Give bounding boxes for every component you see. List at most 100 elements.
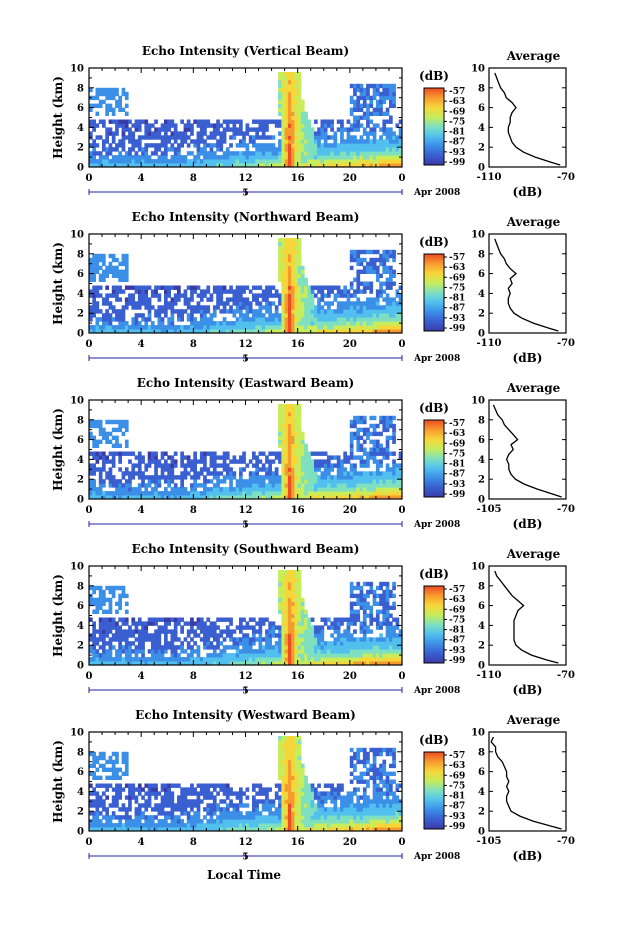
heatmap-cell — [248, 661, 253, 666]
heatmap-cell — [108, 107, 113, 112]
heatmap-cell — [111, 625, 116, 630]
heatmap-cell — [300, 99, 305, 105]
heatmap-cell — [170, 317, 175, 322]
heatmap-cell — [300, 487, 305, 492]
heatmap-cell — [193, 317, 197, 322]
heatmap-cell — [206, 641, 211, 646]
heatmap-cell — [232, 645, 237, 650]
heatmap-cell — [268, 657, 272, 662]
heatmap-cell — [297, 581, 302, 587]
heatmap-cell — [359, 305, 364, 310]
heatmap-cell — [186, 151, 191, 156]
heatmap-cell — [245, 131, 250, 136]
heatmap-cell — [291, 641, 295, 646]
heatmap-cell — [108, 637, 113, 642]
heatmap-cell — [216, 293, 220, 298]
heatmap-cell — [89, 313, 93, 318]
heatmap-cell — [98, 427, 103, 433]
heatmap-cell — [102, 601, 106, 606]
heatmap-cell — [157, 483, 162, 488]
heatmap-cell — [268, 325, 272, 330]
heatmap-cell — [261, 123, 266, 128]
heatmap-cell — [294, 601, 299, 606]
panel-0: Echo Intensity (Vertical Beam)0246810Hei… — [51, 44, 575, 199]
heatmap-cell — [294, 257, 299, 263]
heatmap-cell — [353, 629, 357, 634]
heatmap-cell — [359, 605, 364, 610]
heatmap-cell — [252, 495, 256, 500]
heatmap-cell — [297, 451, 302, 456]
heatmap-cell — [167, 147, 171, 152]
heatmap-cell — [209, 491, 214, 496]
heatmap-cell — [356, 159, 361, 164]
heatmap-cell — [186, 459, 191, 464]
colorbar-unit: (dB) — [419, 401, 449, 415]
heatmap-cell — [98, 589, 103, 595]
heatmap-cell — [157, 633, 162, 638]
heatmap-cell — [385, 487, 390, 492]
heatmap-cell — [320, 633, 325, 638]
heatmap-cell — [196, 617, 201, 622]
heatmap-cell — [317, 479, 321, 484]
heatmap-cell — [294, 479, 299, 484]
heatmap-cell — [294, 107, 299, 112]
heatmap-cell — [160, 329, 165, 334]
heatmap-cell — [300, 661, 305, 666]
heatmap-cell — [304, 495, 308, 500]
heatmap-cell — [317, 301, 321, 306]
heatmap-cell — [242, 657, 246, 662]
heatmap-cell — [375, 609, 380, 614]
heatmap-cell — [258, 645, 263, 650]
colorbar-tick-label: -87 — [449, 304, 465, 314]
heatmap-cell — [291, 135, 295, 140]
heatmap-cell — [304, 297, 308, 302]
heatmap-cell — [349, 601, 354, 606]
heatmap-cell — [281, 147, 286, 152]
heatmap-cell — [359, 325, 364, 330]
heatmap-cell — [346, 159, 351, 164]
heatmap-cell — [340, 471, 344, 476]
heatmap-cell — [177, 317, 181, 322]
heatmap-cell — [385, 313, 390, 318]
heatmap-cell — [362, 613, 367, 618]
heatmap-cell — [366, 637, 370, 642]
heatmap-cell — [291, 451, 295, 456]
x-tick-label: 4 — [138, 505, 145, 516]
heatmap-cell — [317, 641, 321, 646]
heatmap-cell — [235, 297, 240, 302]
heatmap-cell — [294, 79, 299, 85]
heatmap-cell — [212, 495, 217, 500]
heatmap-cell — [150, 649, 155, 654]
heatmap-cell — [359, 589, 364, 595]
heatmap-cell — [333, 159, 338, 164]
heatmap-cell — [291, 257, 295, 263]
heatmap-cell — [102, 159, 106, 164]
heatmap-cell — [245, 657, 250, 662]
heatmap-cell — [245, 487, 250, 492]
heatmap-cell — [382, 139, 387, 144]
heatmap-cell — [398, 297, 403, 302]
heatmap-cell — [330, 649, 334, 654]
heatmap-cell — [144, 317, 149, 322]
heatmap-cell — [323, 467, 328, 472]
heatmap-cell — [346, 301, 351, 306]
heatmap-cell — [310, 657, 315, 662]
heatmap-cell — [170, 661, 175, 666]
heatmap-cell — [118, 261, 122, 267]
heatmap-cell — [248, 495, 253, 500]
colorbar-unit: (dB) — [419, 235, 449, 249]
heatmap-cell — [281, 131, 286, 136]
heatmap-cell — [134, 305, 139, 310]
heatmap-cell — [183, 455, 188, 460]
heatmap-cell — [353, 99, 357, 105]
heatmap-cell — [193, 155, 197, 160]
heatmap-cell — [284, 155, 289, 160]
heatmap-cell — [346, 625, 351, 630]
heatmap-cell — [281, 301, 286, 306]
heatmap-cell — [131, 321, 136, 326]
heatmap-cell — [245, 321, 250, 326]
heatmap-cell — [375, 475, 380, 480]
heatmap-cell — [291, 463, 295, 468]
heatmap-cell — [115, 491, 119, 496]
